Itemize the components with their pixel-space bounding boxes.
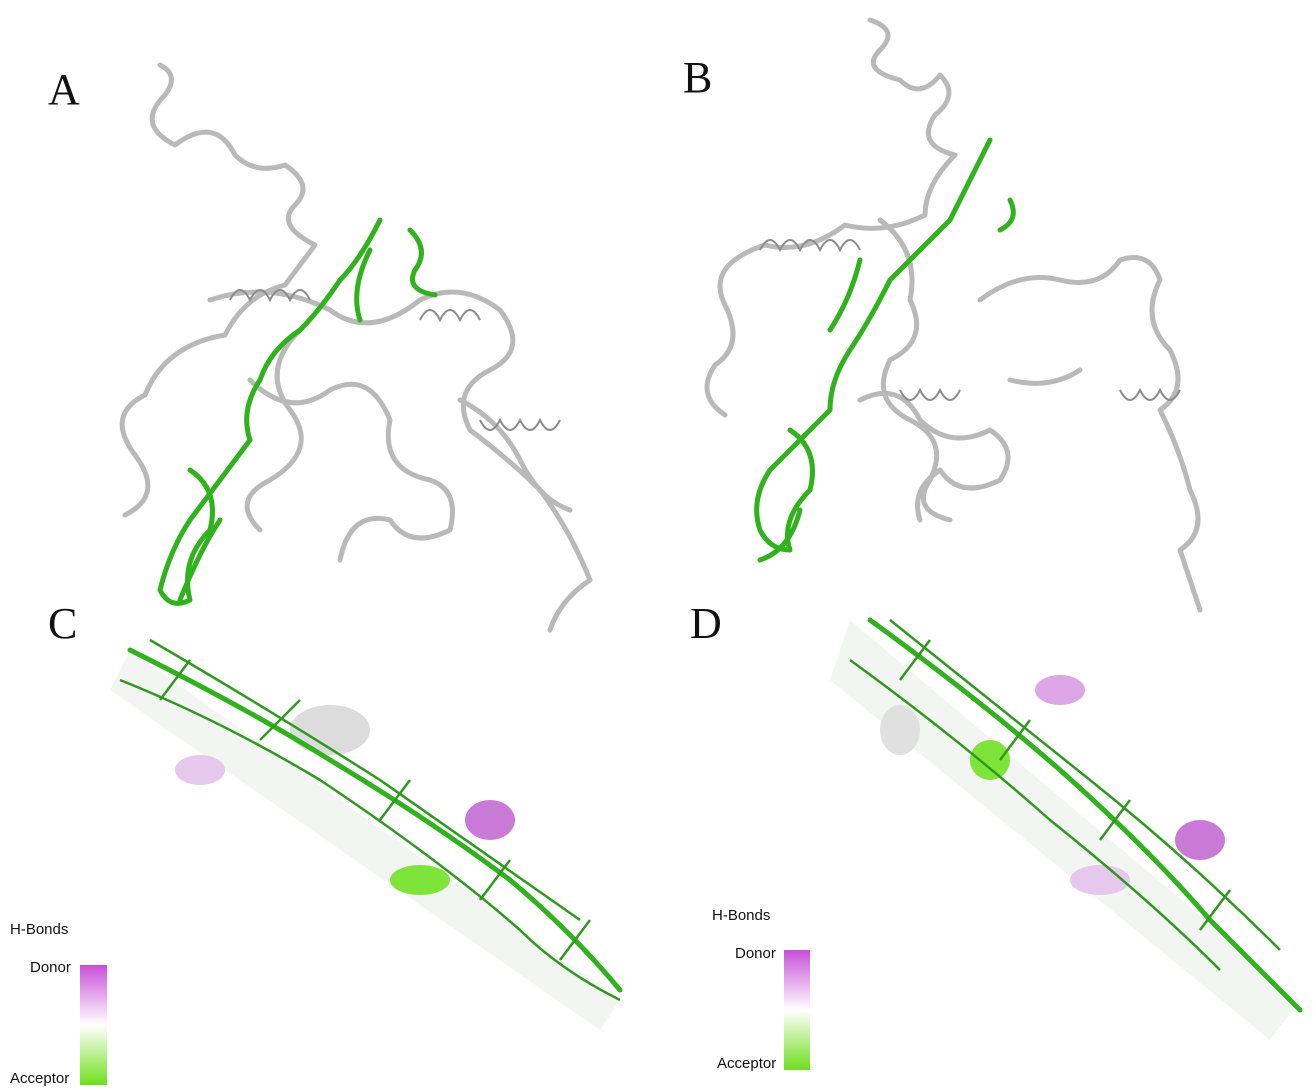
- ribbon: [122, 65, 315, 515]
- legend: H-Bonds Donor Acceptor: [10, 921, 107, 1087]
- legend: H-Bonds Donor Acceptor: [712, 907, 810, 1072]
- surface: [390, 865, 450, 895]
- panel-label: D: [690, 599, 722, 648]
- ribbon: [860, 370, 1080, 520]
- ribbon-highlight: [180, 230, 435, 600]
- ribbon-highlight: [160, 220, 380, 603]
- ribbon: [210, 292, 590, 630]
- panel-label: B: [683, 53, 712, 102]
- figure: A B C D H-Bonds Donor Acceptor H-Bonds D…: [0, 0, 1313, 1089]
- legend-gradient: [784, 950, 810, 1070]
- surface: [970, 740, 1010, 780]
- legend-title: H-Bonds: [10, 921, 68, 938]
- surface: [1175, 820, 1225, 860]
- ribbon-highlight: [130, 650, 620, 990]
- panel-label: A: [48, 65, 80, 114]
- sticks: [120, 640, 620, 1000]
- structure-d: [830, 620, 1300, 1040]
- legend-bottom: Acceptor: [10, 1070, 69, 1087]
- legend-title: H-Bonds: [712, 907, 770, 924]
- ribbon: [880, 220, 1200, 610]
- ribbon-highlight: [757, 140, 990, 550]
- surface: [110, 650, 620, 1030]
- surface: [175, 755, 225, 785]
- ribbon: [707, 20, 955, 415]
- structure-a: [122, 65, 590, 630]
- legend-bottom: Acceptor: [717, 1055, 776, 1072]
- structure-b: [707, 20, 1200, 610]
- panel-label: C: [48, 599, 77, 648]
- structure-c: [110, 640, 620, 1030]
- legend-top: Donor: [735, 945, 776, 962]
- legend-gradient: [80, 965, 107, 1085]
- surface: [1035, 675, 1085, 705]
- ribbon: [247, 330, 570, 530]
- sticks: [850, 620, 1280, 970]
- surface: [465, 800, 515, 840]
- legend-top: Donor: [30, 959, 71, 976]
- surface: [880, 705, 920, 755]
